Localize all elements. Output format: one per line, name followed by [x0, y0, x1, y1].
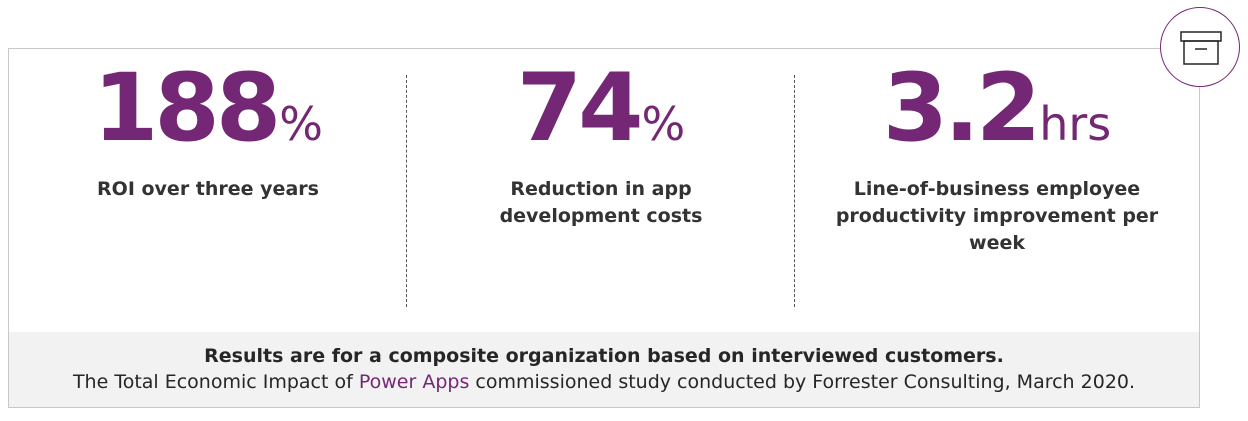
footer-note: Results are for a composite organization… [9, 332, 1199, 407]
stats-card: 188% ROI over three years 74% Reduction … [8, 48, 1200, 408]
footer-line-1: Results are for a composite organization… [204, 345, 1004, 367]
stat-unit: % [279, 97, 323, 151]
stat-value: 74 [516, 54, 644, 163]
stat-label: ROI over three years [97, 178, 319, 200]
archive-badge [1160, 7, 1240, 87]
dashed-divider [406, 75, 407, 307]
stat-unit: hrs [1039, 97, 1112, 151]
stats-row: 188% ROI over three years 74% Reduction … [9, 49, 1199, 333]
stat-label: Line-of-business employee productivity i… [835, 178, 1159, 254]
stat-productivity: 3.2hrs Line-of-business employee product… [795, 49, 1199, 333]
stat-cost-reduction: 74% Reduction in app development costs [407, 49, 795, 333]
stat-value-line: 74% [407, 53, 795, 165]
dashed-divider [794, 75, 795, 307]
stat-roi: 188% ROI over three years [9, 49, 407, 333]
footer-line-2-after: commissioned study conducted by Forreste… [469, 371, 1136, 393]
stat-value-line: 3.2hrs [795, 53, 1199, 165]
stat-label: Reduction in app development costs [499, 178, 703, 227]
stat-value: 188 [93, 54, 281, 163]
stat-unit: % [641, 97, 686, 151]
footer-line-2: The Total Economic Impact of Power Apps … [9, 369, 1199, 395]
stat-value-line: 188% [9, 53, 407, 165]
archive-box-icon [1180, 31, 1222, 65]
stat-value: 3.2 [882, 54, 1042, 163]
footer-line-2-before: The Total Economic Impact of [72, 371, 359, 393]
power-apps-highlight: Power Apps [358, 371, 470, 393]
